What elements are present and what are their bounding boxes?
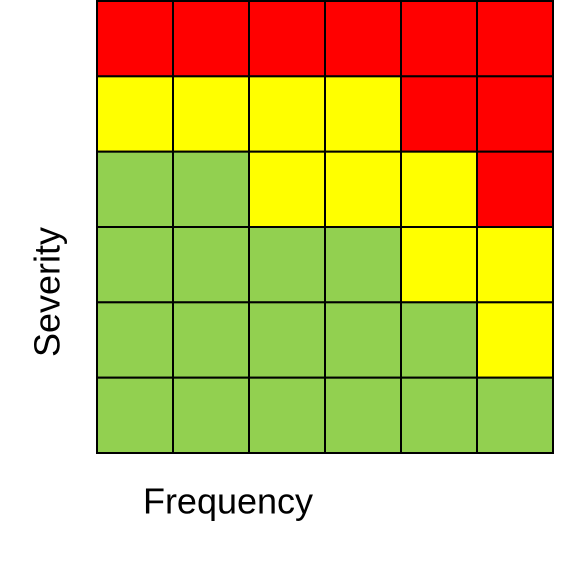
matrix-cell <box>400 226 478 304</box>
matrix-cell <box>248 301 326 379</box>
matrix-cell <box>400 0 478 78</box>
matrix-cell <box>476 301 554 379</box>
matrix-cell <box>324 75 402 153</box>
matrix-cell <box>172 75 250 153</box>
matrix-cell <box>172 226 250 304</box>
y-axis-label: Severity <box>27 227 68 357</box>
matrix-cell <box>400 301 478 379</box>
matrix-cell <box>324 150 402 229</box>
matrix-cell <box>248 0 326 78</box>
matrix-cell <box>96 150 174 229</box>
matrix-cell <box>248 150 326 229</box>
matrix-cell <box>172 150 250 229</box>
matrix-cell <box>324 226 402 304</box>
cell-grid <box>96 0 554 454</box>
matrix-cell <box>476 75 554 153</box>
matrix-cell <box>324 301 402 379</box>
matrix-cell <box>324 0 402 78</box>
x-axis-label: Frequency <box>143 481 313 522</box>
matrix-cell <box>248 75 326 153</box>
matrix-cell <box>400 150 478 229</box>
matrix-cell <box>96 75 174 153</box>
matrix-cell <box>476 0 554 78</box>
matrix-cell <box>476 226 554 304</box>
matrix-cell <box>248 376 326 454</box>
matrix-cell <box>172 376 250 454</box>
matrix-cell <box>400 376 478 454</box>
matrix-cell <box>172 301 250 379</box>
matrix-cell <box>96 0 174 78</box>
matrix-cell <box>400 75 478 153</box>
matrix-cell <box>476 376 554 454</box>
matrix-cell <box>324 376 402 454</box>
matrix-cell <box>96 301 174 379</box>
matrix-cell <box>96 226 174 304</box>
matrix-cell <box>248 226 326 304</box>
matrix-cell <box>172 0 250 78</box>
matrix-cell <box>96 376 174 454</box>
matrix-cell <box>476 150 554 229</box>
